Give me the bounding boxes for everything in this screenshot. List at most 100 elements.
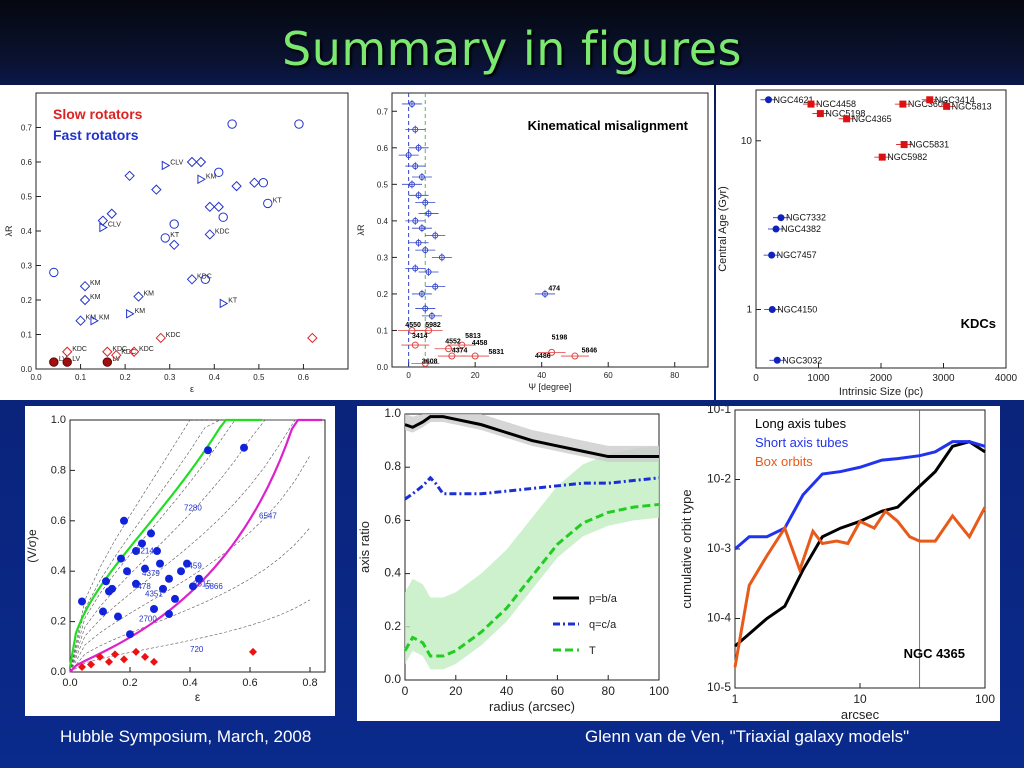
point-label: NGC4365 — [852, 114, 892, 124]
slow-rotator-point — [421, 359, 429, 367]
model-curve — [69, 455, 311, 673]
point-label: KT — [228, 297, 238, 304]
y-tick-label: 10-4 — [707, 611, 731, 625]
point-label: NGC4382 — [781, 224, 821, 234]
fast-rotator-point — [189, 582, 197, 591]
x-tick-label: 100 — [649, 684, 669, 698]
y-axis-label: cumulative orbit type — [679, 489, 694, 608]
fast-rotator-point — [78, 597, 86, 606]
x-tick-label: 80 — [602, 684, 616, 698]
misalignment-point — [428, 312, 435, 319]
point-label: 3414 — [412, 333, 428, 340]
slide-title: Summary in figures — [282, 22, 742, 76]
slow-rotator-point — [105, 657, 113, 666]
x-axis-label: ε — [190, 384, 194, 394]
fast-rotator-point — [159, 584, 167, 593]
isotropic-curve — [68, 418, 262, 668]
point-label: 4478 — [133, 582, 151, 591]
x-tick-label: 0.0 — [62, 677, 77, 689]
y-tick-label: 1.0 — [384, 406, 401, 420]
x-tick-label: 0.8 — [302, 677, 317, 689]
y-axis-label: λR — [4, 225, 14, 237]
x-tick-label: 0 — [753, 373, 759, 384]
misalignment-point — [422, 305, 429, 312]
y-tick-label: 0.2 — [377, 290, 389, 299]
legend-label: q=c/a — [589, 619, 617, 631]
x-tick-label: 0.2 — [122, 677, 137, 689]
kdc-point — [843, 115, 851, 123]
point-label: 2515 — [193, 579, 211, 588]
panel-v-sigma: 0.0 0.2 0.4 0.6 0.8 0.0 0.2 0.4 0.6 0.8 1.0 ε (V/σ)e… — [25, 406, 335, 716]
misalignment-point — [412, 217, 419, 224]
fast-rotator-point — [227, 119, 237, 129]
model-curve — [69, 419, 310, 673]
misalignment-point — [542, 290, 549, 297]
kdc-point — [926, 96, 934, 104]
fast-rotator-point — [200, 274, 211, 285]
x-tick-label: 0.5 — [253, 373, 265, 382]
y-axis-label: (V/σ)e — [25, 529, 39, 563]
y-tick-label: 10-5 — [707, 680, 731, 694]
fast-rotator-point — [161, 160, 171, 171]
point-label: 5813 — [465, 333, 481, 340]
model-curve — [69, 419, 310, 673]
misalignment-point — [412, 163, 419, 170]
fast-rotator-point — [240, 443, 248, 452]
series-line — [734, 440, 986, 551]
point-label: 7459 — [184, 562, 202, 571]
legend-label: Box orbits — [755, 454, 813, 469]
series-line — [733, 506, 987, 668]
x-tick-label: 0.6 — [298, 373, 310, 382]
fast-rotator-point — [114, 612, 122, 621]
slow-rotator-point — [102, 357, 113, 367]
x-tick-label: 80 — [670, 371, 679, 380]
misalignment-point — [415, 144, 422, 151]
y-axis-label: axis ratio — [357, 521, 372, 573]
slow-rotator-point — [102, 346, 113, 357]
chart-orbit-types: 1 10 100 10-5 10-4 10-3 10-2 10-1 arcsec cumulati… — [679, 406, 995, 721]
fast-rotator-point — [117, 554, 125, 563]
slow-rotator-point — [111, 650, 119, 659]
fast-rotator-point — [214, 167, 224, 178]
y-tick-label: 0.5 — [377, 180, 389, 189]
misalignment-point — [415, 239, 422, 246]
fast-rotator-point — [99, 222, 108, 233]
slow-rotator-point — [448, 352, 456, 360]
slow-rotator-point — [87, 660, 95, 669]
y-tick-label: 0.6 — [377, 144, 389, 153]
point-label: NGC7457 — [777, 250, 817, 260]
fast-rotator-point — [186, 274, 198, 285]
point-label: NGC3032 — [782, 355, 822, 365]
slow-rotator-point — [132, 647, 140, 656]
point-label: KDC — [166, 332, 181, 339]
slow-rotator-point — [471, 352, 479, 360]
y-tick-label: 0.5 — [21, 193, 33, 202]
fast-rotator-point — [124, 170, 135, 182]
point-label: KM — [90, 280, 101, 287]
point-label: NGC5831 — [909, 140, 949, 150]
fast-rotator-point — [165, 574, 173, 583]
fast-rotator-point — [156, 559, 164, 568]
slow-rotator-point — [150, 657, 158, 666]
fast-rotator-point — [195, 156, 207, 168]
x-tick-label: 1000 — [807, 373, 830, 384]
misalignment-point — [412, 126, 419, 133]
x-axis-label: arcsec — [841, 707, 880, 721]
kdc-point — [900, 141, 908, 149]
point-label: LV — [59, 356, 67, 363]
plot-frame — [69, 419, 326, 673]
fast-rotator-point — [151, 184, 162, 195]
point-label: KM — [99, 315, 110, 322]
point-label: 474 — [548, 285, 560, 292]
x-tick-label: 0.6 — [242, 677, 257, 689]
point-label: KDC — [197, 273, 212, 280]
y-axis-label: Central Age (Gyr) — [717, 186, 729, 272]
fast-rotator-point — [168, 239, 180, 251]
fast-rotator-point — [99, 607, 107, 616]
fast-rotator-point — [195, 574, 203, 583]
y-tick-label: 0.0 — [51, 666, 66, 678]
plot-frame — [391, 92, 709, 368]
slow-rotator-point — [155, 332, 167, 344]
legend-label: Short axis tubes — [755, 435, 849, 450]
point-label: NGC4150 — [777, 304, 817, 314]
